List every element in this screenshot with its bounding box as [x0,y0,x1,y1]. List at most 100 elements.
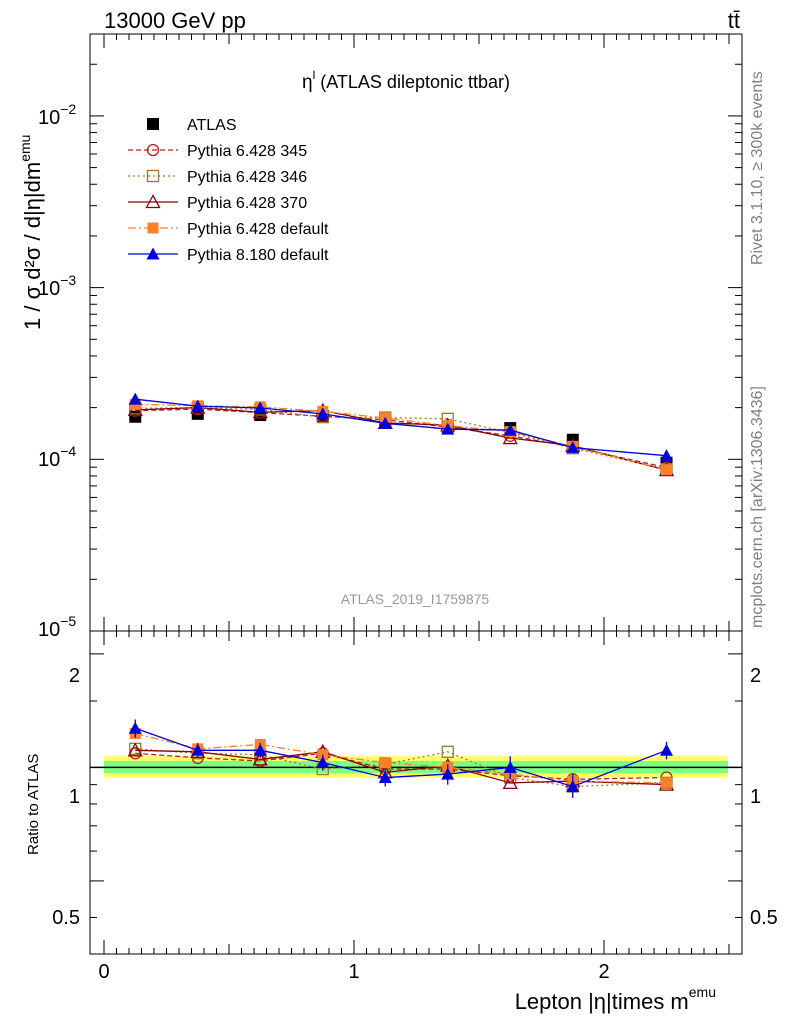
ratio-series-line [135,732,667,784]
plot-title-rest: (ATLAS dileptonic ttbar) [315,72,510,92]
main-y-tick-label: 10−5 [38,613,76,641]
triangle-marker [128,392,142,405]
triangle-marker [378,771,392,784]
triangle-marker [566,441,580,454]
process-label: tt̄ [728,8,740,33]
data-point [441,422,455,435]
triangle-marker [660,449,673,462]
triangle-marker [191,399,205,412]
series-py8def [128,392,673,462]
data-point [566,441,580,454]
legend-label: ATLAS [187,117,237,134]
energy-label: 13000 GeV pp [104,8,246,33]
circle-marker [146,143,160,157]
ratio-y-tick-labels-left: 2 1 0.5 [52,665,80,929]
triangle-marker [191,743,205,756]
x-axis-label-sup: emu [689,984,716,1000]
main-y-axis-label: 1 / σ d²σ / d|η|dmemu [17,135,45,330]
ratio-plot-frame [89,630,743,955]
legend-item: Pythia 8.180 default [128,247,329,264]
data-point [503,423,517,436]
plot-title-symbol: η [302,72,313,93]
triangle-marker [252,751,268,766]
ratio-y-tick-labels-right: 2 1 0.5 [750,665,778,929]
x-tick-label: 2 [598,961,609,983]
legend-item: ATLAS [147,117,237,134]
ratio-y-tick-label: 1 [69,786,80,808]
ratio-y-tick-label: 2 [69,665,80,687]
triangle-marker [503,760,517,773]
ratio-uncertainty-band [90,756,742,778]
main-y-tick-labels: 10−2 10−3 10−4 10−5 [38,101,76,641]
triangle-marker [378,416,392,429]
triangle-marker [316,407,330,420]
main-y-tick-label: 10−2 [38,101,76,129]
triangle-marker [660,743,673,756]
mcplots-label: mcplots.cern.ch [arXiv:1306.3436] [749,386,766,628]
main-series [127,392,675,477]
triangle-marker [316,756,330,769]
plot-title-sup: l [313,68,316,82]
series-py345 [129,402,673,474]
ratio-series-py8def [128,719,673,798]
series-line [135,403,667,471]
legend-label: Pythia 6.428 345 [187,143,307,160]
x-tick-labels: 0 1 2 [98,961,609,983]
square-marker [441,745,454,758]
legend-label: Pythia 6.428 370 [187,195,307,212]
ratio-y-axis-label: Ratio to ATLAS [25,754,42,855]
legend-label: Pythia 8.180 default [187,247,329,264]
triangle-marker [127,742,143,757]
x-tick-label: 0 [98,961,109,983]
data-point [253,401,267,414]
ratio-y-tick-label-right: 1 [750,786,761,808]
legend: ATLAS Pythia 6.428 345 Pythia 6.428 346 Pyt… [128,117,329,264]
series-line [135,406,667,470]
main-y-tick-label: 10−4 [38,443,76,471]
square-marker [147,118,159,130]
legend-item: Pythia 6.428 346 [128,169,307,186]
data-point [661,464,672,476]
triangle-marker [253,743,267,756]
triangle-marker [253,401,267,414]
triangle-marker [441,422,455,435]
plot-title: ηl (ATLAS dileptonic ttbar) [302,68,510,93]
square-marker [146,169,160,183]
ratio-y-tick-label-right: 2 [750,665,761,687]
x-axis-label-text: Lepton |η|times m [515,989,689,1014]
square-marker [379,757,391,769]
data-point [502,430,518,445]
triangle-marker [441,767,455,780]
analysis-id: ATLAS_2019_I1759875 [341,591,490,607]
triangle-marker [566,779,580,792]
x-tick-label: 1 [348,961,359,983]
square-marker [661,777,672,789]
data-point [378,416,392,429]
rivet-label: Rivet 3.1.10, ≥ 300k events [749,71,766,265]
triangle-marker [503,423,517,436]
main-y-axis-label-text: 1 / σ d²σ / d|η|dm [20,162,45,330]
data-point [128,392,142,405]
triangle-marker [502,430,518,445]
data-point [191,399,205,412]
series-py346 [129,401,673,476]
ratio-y-tick-label: 0.5 [52,907,80,929]
ratio-y-tick-label-right: 0.5 [750,907,778,929]
legend-item: Pythia 6.428 default [128,221,329,238]
series-ATLAS [129,407,673,469]
triangle-marker [502,774,518,789]
data-point [660,449,673,462]
ratio-series [127,719,675,798]
x-axis-label: Lepton |η|times memu [515,984,716,1014]
main-y-axis-label-sup: emu [17,135,33,162]
data-point [316,407,330,420]
series-line [135,406,667,471]
series-line [135,398,667,457]
legend-item: Pythia 6.428 370 [128,194,307,212]
legend-label: Pythia 6.428 default [187,221,329,238]
triangle-marker [146,247,160,260]
square-marker [147,222,159,234]
square-marker [661,464,672,476]
legend-item: Pythia 6.428 345 [128,143,307,160]
